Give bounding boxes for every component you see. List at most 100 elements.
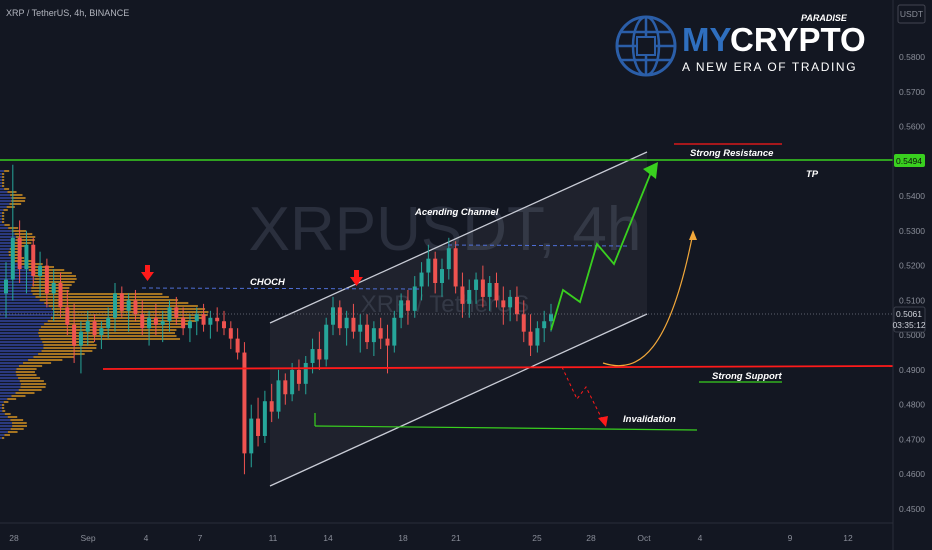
volume-profile-bar xyxy=(0,194,11,196)
volume-profile-bar xyxy=(0,404,2,406)
time-axis[interactable]: 28 Sep 4 7 11 14 18 21 25 28 Oct 4 9 12 xyxy=(0,522,893,543)
channel-lower-line xyxy=(269,313,648,487)
candle-body xyxy=(85,321,90,332)
volume-profile-bar xyxy=(16,374,37,376)
volume-profile-bar xyxy=(0,173,2,175)
bullish-projection-arrowhead xyxy=(643,162,658,179)
volume-profile-bar xyxy=(0,311,54,313)
volume-profile-bar xyxy=(4,413,11,415)
volume-profile-bar xyxy=(10,419,24,421)
volume-profile-bar xyxy=(4,224,10,226)
volume-profile-bar xyxy=(31,290,70,292)
volume-profile-bar xyxy=(2,173,5,175)
candle-body xyxy=(467,289,472,304)
candle-body xyxy=(65,307,70,325)
volume-profile-bar xyxy=(0,383,21,385)
volume-profile-bar xyxy=(9,248,22,250)
volume-profile-bar xyxy=(0,356,34,358)
candle-body xyxy=(269,401,274,412)
volume-profile-bar xyxy=(32,293,163,295)
volume-profile-bar xyxy=(3,209,8,211)
candle-body xyxy=(208,317,213,325)
candle-body xyxy=(412,286,417,311)
candle-body xyxy=(324,324,329,360)
volume-profile-bar xyxy=(0,329,39,331)
time-tick-label: 7 xyxy=(198,533,203,543)
candle-body xyxy=(528,331,533,346)
volume-profile-bar xyxy=(0,179,2,181)
channel-label: Acending Channel xyxy=(414,207,499,218)
last-price-value: 0.5061 xyxy=(896,309,922,319)
volume-profile-bar xyxy=(0,431,8,433)
volume-profile-bar xyxy=(0,224,5,226)
volume-profile-bar xyxy=(0,260,15,262)
candle-body xyxy=(494,283,499,301)
volume-profile-bar xyxy=(7,431,18,433)
candle-body xyxy=(113,293,117,318)
volume-profile-bar xyxy=(7,191,17,193)
volume-profile-bar xyxy=(0,413,5,415)
volume-profile-bar xyxy=(14,233,33,235)
time-tick-label: Sep xyxy=(80,533,95,543)
candle-body xyxy=(317,349,322,360)
candle-body xyxy=(92,321,97,336)
price-axis[interactable]: USDT 0.5800 0.5700 0.5600 0.5400 0.5300 0.520… xyxy=(892,0,926,550)
volume-profile-bar xyxy=(9,203,22,205)
candle-body xyxy=(194,314,199,322)
volume-profile-bar xyxy=(7,416,18,418)
volume-profile-bar xyxy=(20,386,46,388)
volume-profile-bar xyxy=(0,302,45,304)
volume-profile-bar xyxy=(0,275,35,277)
volume-profile-bar xyxy=(2,410,6,412)
volume-profile-bar xyxy=(15,239,35,241)
volume-profile-bar xyxy=(0,227,9,229)
invalidation-line xyxy=(314,425,698,431)
volume-profile-bar xyxy=(32,272,72,274)
candle-body xyxy=(249,418,254,454)
volume-profile-bar xyxy=(18,365,43,367)
candle-body xyxy=(38,265,43,277)
candle-body xyxy=(242,352,247,454)
price-tick-label: 0.5200 xyxy=(899,261,925,271)
volume-profile-bar xyxy=(0,359,29,361)
candle-body xyxy=(119,293,124,311)
volume-profile-bar xyxy=(31,287,70,289)
candle-body xyxy=(215,317,220,322)
volume-profile-bar xyxy=(15,371,35,373)
volume-profile-bar xyxy=(47,320,196,322)
time-tick-label: 18 xyxy=(398,533,408,543)
time-tick-label: 25 xyxy=(532,533,542,543)
strong-support-line xyxy=(102,365,894,370)
volume-profile-bar xyxy=(2,407,5,409)
volume-profile-bar xyxy=(0,326,41,328)
volume-profile-bar xyxy=(40,338,181,340)
volume-profile-bar xyxy=(0,425,13,427)
tp-price-value: 0.5494 xyxy=(896,156,922,166)
tp-price-badge xyxy=(894,154,925,167)
symbol-watermark: XRPUSDT, 4h xyxy=(249,195,642,264)
candle-body xyxy=(296,369,301,384)
choch-label: CHOCH xyxy=(250,277,286,288)
volume-profile-bar xyxy=(10,257,25,259)
volume-profile-bar xyxy=(0,293,33,295)
choch-arrow-right xyxy=(350,270,363,286)
symbol-header[interactable]: XRP / TetherUS, 4h, BINANCE xyxy=(6,8,129,18)
volume-profile-bar xyxy=(0,407,2,409)
volume-profile-bar xyxy=(2,218,5,220)
candle-body xyxy=(235,338,240,353)
candle-body xyxy=(147,317,152,329)
candle-body xyxy=(487,283,492,297)
candle-body xyxy=(58,283,63,308)
volume-profile-bar xyxy=(0,332,39,334)
volume-profile-bar xyxy=(53,311,209,313)
candle-body xyxy=(535,328,540,346)
svg-text:MY: MY xyxy=(682,21,732,58)
volume-profile-bar xyxy=(0,434,5,436)
price-tick-label: 0.4600 xyxy=(899,469,925,479)
volume-profile-bar xyxy=(0,215,2,217)
volume-profile-bar xyxy=(0,305,49,307)
candle-body xyxy=(17,237,22,270)
volume-profile-bar xyxy=(28,359,63,361)
